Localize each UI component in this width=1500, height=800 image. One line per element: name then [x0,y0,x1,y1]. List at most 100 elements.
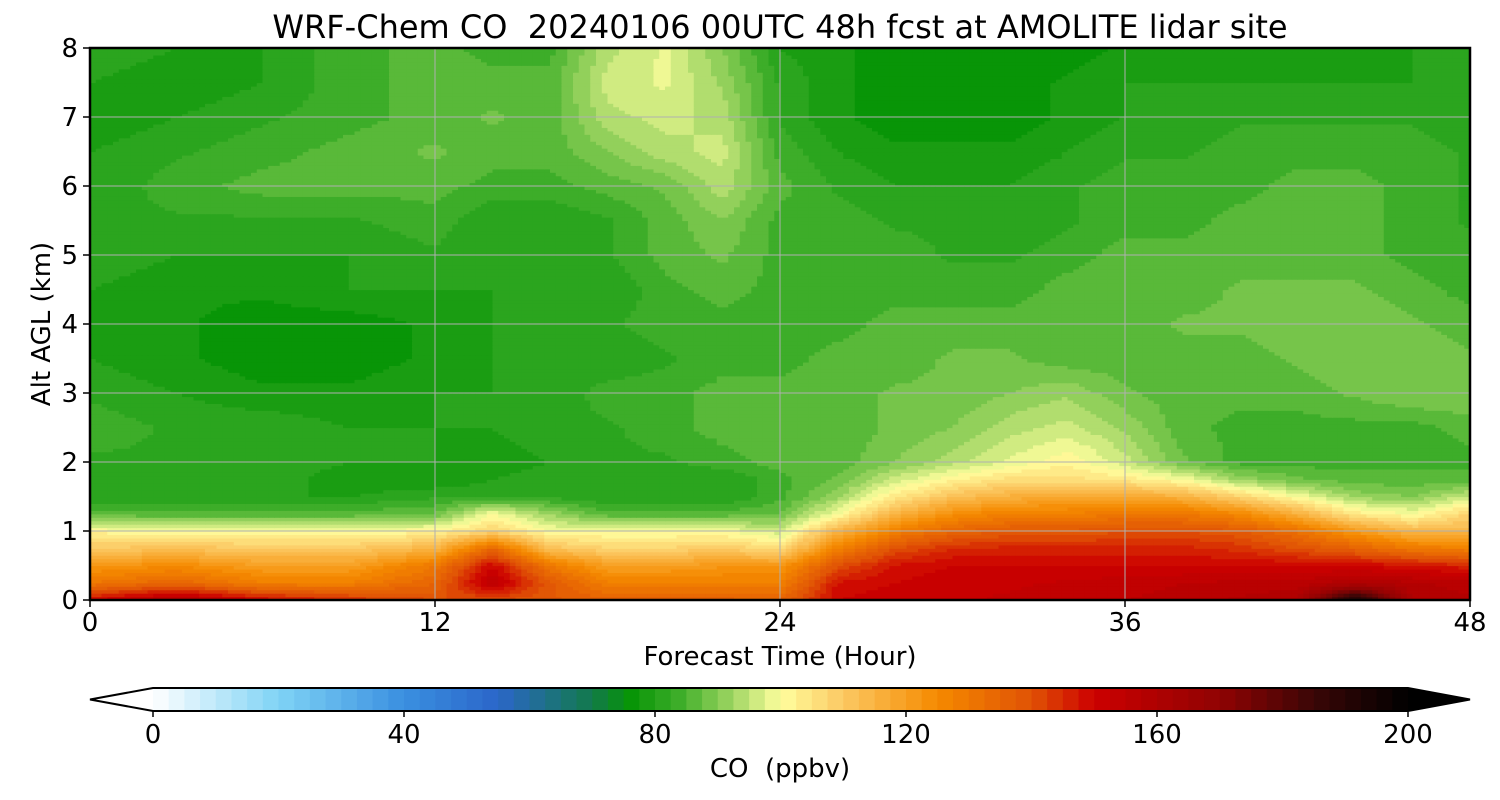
heatmap-cell [222,583,228,587]
heatmap-cell [654,586,660,590]
heatmap-cell [263,593,269,597]
heatmap-cell [320,583,326,587]
heatmap-cell [130,586,136,590]
heatmap-cell [418,583,424,587]
heatmap-cell [981,593,987,597]
heatmap-cell [383,586,389,590]
heatmap-cell [717,593,723,597]
heatmap-cell [625,583,631,587]
heatmap-cell [1217,593,1223,597]
heatmap-cell [188,590,194,594]
heatmap-cell [303,586,309,590]
heatmap-cell [1447,593,1453,597]
heatmap-cell [1171,586,1177,590]
heatmap-cell [619,583,625,587]
heatmap-cell [751,586,757,590]
heatmap-cell [107,593,113,597]
heatmap-cell [309,593,315,597]
heatmap-cell [826,586,832,590]
heatmap-cell [809,593,815,597]
heatmap-cell [1125,583,1131,587]
heatmap-cell [947,586,953,590]
heatmap-cell [918,583,924,587]
heatmap-cell [878,586,884,590]
heatmap-cell [1050,583,1056,587]
heatmap-cell [1390,586,1396,590]
heatmap-cell [573,586,579,590]
heatmap-cell [642,586,648,590]
heatmap-cell [550,590,556,594]
heatmap-cell [613,586,619,590]
heatmap-cell [1079,583,1085,587]
heatmap-cell [1424,593,1430,597]
heatmap-cell [343,583,349,587]
heatmap-cell [590,593,596,597]
heatmap-cell [527,586,533,590]
heatmap-cell [964,586,970,590]
heatmap-cell [677,583,683,587]
heatmap-cell [671,590,677,594]
heatmap-cell [424,593,430,597]
heatmap-cell [412,593,418,597]
heatmap-cell [475,590,481,594]
heatmap-cell [838,586,844,590]
heatmap-cell [199,593,205,597]
heatmap-cell [717,590,723,594]
heatmap-cell [815,590,821,594]
heatmap-cell [1004,583,1010,587]
heatmap-cell [1016,583,1022,587]
heatmap-cell [205,586,211,590]
heatmap-cell [447,593,453,597]
heatmap-cell [452,586,458,590]
heatmap-cell [401,593,407,597]
heatmap-cell [567,586,573,590]
heatmap-cell [1384,593,1390,597]
heatmap-cell [257,590,263,594]
heatmap-cell [976,590,982,594]
heatmap-cell [769,593,775,597]
heatmap-cell [987,590,993,594]
heatmap-cell [297,586,303,590]
heatmap-cell [1217,590,1223,594]
heatmap-cell [228,586,234,590]
heatmap-cell [820,583,826,587]
heatmap-cell [659,583,665,587]
heatmap-cell [1102,590,1108,594]
heatmap-cell [1344,593,1350,597]
heatmap-cell [1131,590,1137,594]
heatmap-cell [349,586,355,590]
heatmap-cell [717,583,723,587]
heatmap-cell [901,590,907,594]
heatmap-cell [188,583,194,587]
heatmap-cell [935,590,941,594]
heatmap-cell [113,590,119,594]
heatmap-cell [590,583,596,587]
heatmap-cell [981,586,987,590]
heatmap-cell [930,590,936,594]
heatmap-cell [976,586,982,590]
heatmap-cell [182,590,188,594]
heatmap-cell [194,583,200,587]
heatmap-cell [286,583,292,587]
heatmap-cell [148,590,154,594]
heatmap-cell [464,586,470,590]
heatmap-cell [596,593,602,597]
heatmap-cell [320,590,326,594]
heatmap-cell [1188,590,1194,594]
heatmap-cell [1200,593,1206,597]
heatmap-cell [372,586,378,590]
heatmap-cell [866,586,872,590]
heatmap-cell [987,593,993,597]
heatmap-cell [1441,593,1447,597]
heatmap-cell [930,583,936,587]
heatmap-cell [303,593,309,597]
heatmap-cell [1027,586,1033,590]
heatmap-cell [504,593,510,597]
heatmap-cell [550,583,556,587]
heatmap-cell [1108,590,1114,594]
heatmap-cell [711,586,717,590]
heatmap-cell [498,583,504,587]
heatmap-cell [1430,590,1436,594]
heatmap-cell [1073,583,1079,587]
heatmap-cell [792,586,798,590]
